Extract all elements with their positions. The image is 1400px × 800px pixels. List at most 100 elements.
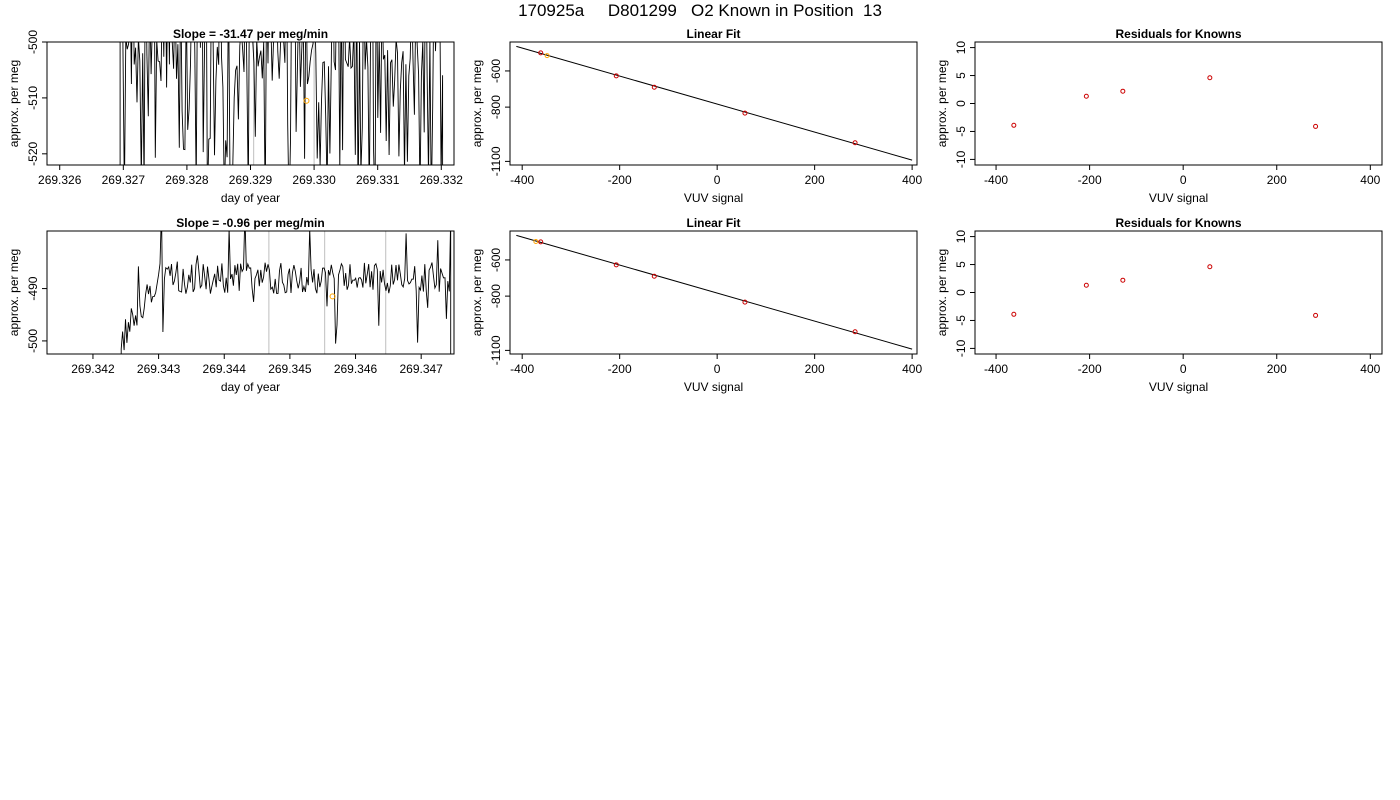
x-tick-label: 0 xyxy=(1180,173,1187,187)
x-axis-label: day of year xyxy=(221,380,280,394)
y-tick-label: 0 xyxy=(954,289,968,296)
data-point xyxy=(742,110,748,116)
x-tick-label: 269.329 xyxy=(229,173,273,187)
x-axis-label: VUV signal xyxy=(1149,380,1208,394)
y-tick-label: 10 xyxy=(954,41,968,55)
y-axis-label: approx. per meg xyxy=(935,249,949,336)
x-tick-label: 200 xyxy=(805,362,825,376)
y-tick-label: -5 xyxy=(954,315,968,326)
x-tick-label: 200 xyxy=(805,173,825,187)
x-axis-label: day of year xyxy=(221,191,280,205)
plot-frame xyxy=(509,230,918,355)
plot-area xyxy=(120,231,452,354)
highlight-point xyxy=(329,293,336,300)
x-tick-label: 269.327 xyxy=(102,173,146,187)
chart-panel-5: Linear Fit -400 -200 0 200 400 -1100 -800 -600 VU… xyxy=(470,216,922,394)
data-point xyxy=(852,329,858,335)
y-tick-label: -510 xyxy=(26,86,40,110)
chart-title: Slope = -0.96 per meg/min xyxy=(176,216,324,230)
x-tick-label: -400 xyxy=(510,173,534,187)
data-point xyxy=(1011,311,1017,317)
x-tick-label: 400 xyxy=(902,173,922,187)
highlight-point xyxy=(544,53,550,59)
x-tick-label: 269.326 xyxy=(38,173,82,187)
y-axis-label: approx. per meg xyxy=(7,249,21,336)
data-point xyxy=(1120,88,1126,94)
plot-frame xyxy=(46,41,455,166)
x-axis-label: VUV signal xyxy=(1149,191,1208,205)
plot-frame xyxy=(974,230,1383,355)
y-axis-label: approx. per meg xyxy=(470,249,484,336)
data-point xyxy=(742,299,748,305)
data-point xyxy=(651,273,657,279)
x-tick-label: -200 xyxy=(608,362,632,376)
x-tick-label: 269.347 xyxy=(399,362,443,376)
y-tick-label: -10 xyxy=(954,339,968,357)
x-tick-label: 269.346 xyxy=(334,362,378,376)
data-point xyxy=(1120,277,1126,283)
x-tick-label: 400 xyxy=(902,362,922,376)
chart-panel-4: Slope = -0.96 per meg/min 269.342 269.343 2… xyxy=(7,216,455,394)
plot-frame xyxy=(509,41,918,166)
x-tick-label: -200 xyxy=(608,173,632,187)
y-tick-label: -500 xyxy=(26,30,40,54)
data-point xyxy=(538,239,544,245)
chart-title: Residuals for Knowns xyxy=(1115,27,1241,41)
y-tick-label: 5 xyxy=(954,261,968,268)
plot-frame xyxy=(974,41,1383,166)
chart-title: Linear Fit xyxy=(686,27,740,41)
x-tick-label: -400 xyxy=(984,362,1008,376)
fit-line xyxy=(516,234,913,350)
x-tick-label: 0 xyxy=(714,173,721,187)
chart-title: Residuals for Knowns xyxy=(1115,216,1241,230)
y-axis-label: approx. per meg xyxy=(935,60,949,147)
data-point xyxy=(1083,93,1089,99)
data-point xyxy=(1207,264,1213,270)
chart-panel-6: Residuals for Knowns -400 -200 0 200 400 -10 -5… xyxy=(935,216,1383,394)
data-point xyxy=(1011,122,1017,128)
x-axis-label: VUV signal xyxy=(684,380,743,394)
page-title: 170925a D801299 O2 Known in Position 13 xyxy=(518,1,882,20)
chart-title: Linear Fit xyxy=(686,216,740,230)
plot-frame xyxy=(46,230,455,355)
y-tick-label: -500 xyxy=(26,329,40,353)
plot-area xyxy=(1011,264,1319,318)
x-tick-label: -400 xyxy=(510,362,534,376)
x-tick-label: 400 xyxy=(1360,362,1380,376)
highlight-point xyxy=(533,238,539,244)
series-line xyxy=(120,231,452,354)
plot-area xyxy=(516,45,913,161)
data-point xyxy=(613,73,619,79)
y-tick-label: -600 xyxy=(489,248,503,272)
y-tick-label: 0 xyxy=(954,100,968,107)
x-tick-label: 269.344 xyxy=(203,362,247,376)
x-tick-label: -200 xyxy=(1078,362,1102,376)
data-point xyxy=(538,50,544,56)
x-tick-label: 200 xyxy=(1267,362,1287,376)
x-tick-label: 269.343 xyxy=(137,362,181,376)
y-tick-label: -800 xyxy=(489,95,503,119)
x-tick-label: -400 xyxy=(984,173,1008,187)
y-tick-label: 10 xyxy=(954,230,968,244)
data-point xyxy=(1083,282,1089,288)
x-tick-label: 269.332 xyxy=(420,173,464,187)
chart-panel-2: Linear Fit -400 -200 0 200 400 -1100 -800 -600 VU… xyxy=(470,27,922,205)
y-tick-label: 5 xyxy=(954,72,968,79)
plot-area xyxy=(516,234,913,350)
data-point xyxy=(1313,123,1319,129)
x-axis-label: VUV signal xyxy=(684,191,743,205)
y-tick-label: -800 xyxy=(489,284,503,308)
highlight-point xyxy=(303,97,310,104)
x-tick-label: 0 xyxy=(1180,362,1187,376)
x-tick-label: 200 xyxy=(1267,173,1287,187)
data-point xyxy=(852,140,858,146)
x-tick-label: 269.331 xyxy=(356,173,400,187)
data-point xyxy=(1313,312,1319,318)
x-tick-label: 0 xyxy=(714,362,721,376)
y-tick-label: -1100 xyxy=(489,146,503,176)
x-tick-label: -200 xyxy=(1078,173,1102,187)
y-tick-label: -490 xyxy=(26,276,40,300)
y-tick-label: -10 xyxy=(954,150,968,168)
chart-panel-1: Slope = -31.47 per meg/min 269.326 269.327… xyxy=(7,27,464,205)
